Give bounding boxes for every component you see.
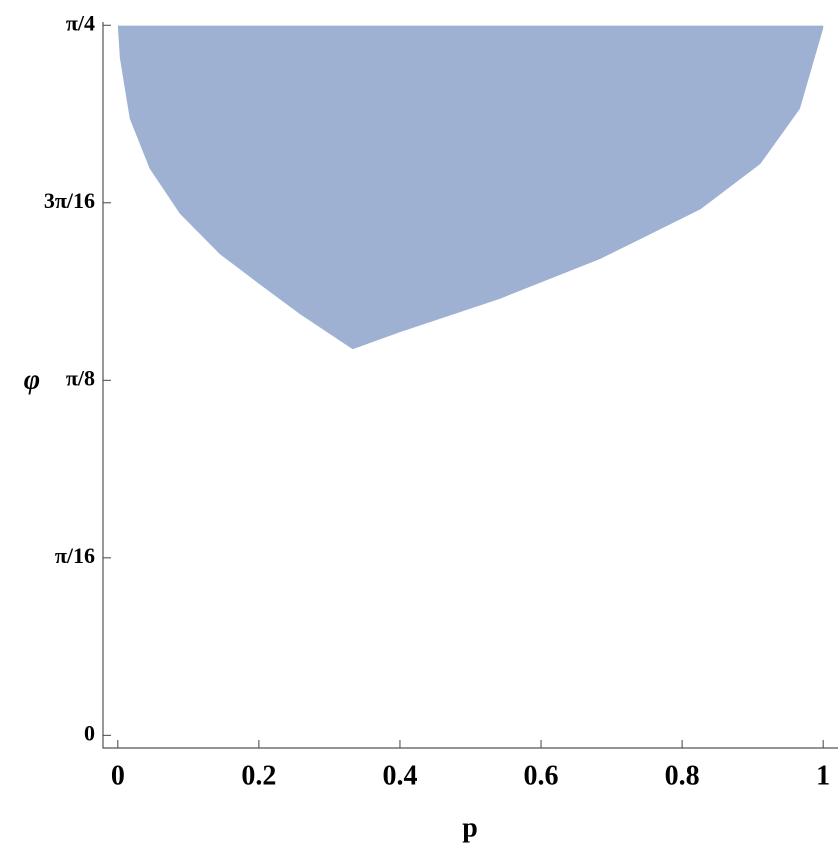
y-tick-label: π/8 [66,365,95,390]
y-tick-label: π/16 [55,543,95,568]
x-tick-label: 0.6 [524,760,559,791]
x-tick-label: 0.2 [241,760,276,791]
x-tick-label: 0.4 [382,760,417,791]
y-axis-label: φ [24,364,40,395]
x-tick-label: 0 [111,760,125,791]
y-tick-label: 3π/16 [44,188,95,213]
x-tick-label: 0.8 [665,760,700,791]
x-tick-label: 1 [816,760,830,791]
frame [102,22,838,749]
y-tick-label: 0 [84,720,95,745]
region [117,25,824,350]
x-axis-label: p [462,812,478,843]
y-tick-label: π/4 [66,10,95,35]
